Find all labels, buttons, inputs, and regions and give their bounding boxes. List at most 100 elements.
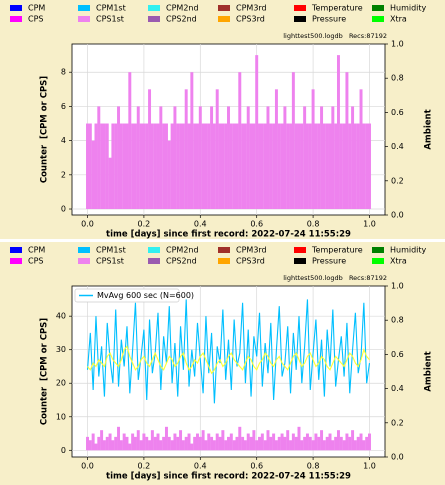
bar <box>159 106 163 210</box>
bar <box>229 123 233 210</box>
bar <box>356 436 360 451</box>
bar <box>297 426 301 451</box>
bar <box>131 123 135 210</box>
bar <box>114 123 118 210</box>
bar <box>215 89 219 210</box>
bar <box>300 123 304 210</box>
bar <box>235 436 239 451</box>
bar <box>322 123 326 210</box>
y2-axis-label: Ambient <box>424 351 434 391</box>
bar <box>119 123 123 210</box>
bar <box>320 106 324 210</box>
legend-label: CPM1st <box>96 246 126 255</box>
bar <box>102 123 106 210</box>
bar <box>148 89 152 210</box>
bar <box>156 123 160 210</box>
bar <box>196 433 199 451</box>
bar <box>249 436 253 451</box>
legend-swatch <box>148 247 160 253</box>
bar <box>131 433 135 451</box>
y-tick-label: 0 <box>61 446 66 455</box>
y-tick-label: 40 <box>56 312 66 321</box>
x-tick-label: 0.6 <box>250 462 263 471</box>
bar <box>125 123 129 210</box>
bar <box>224 440 228 451</box>
legend-label: Pressure <box>312 15 346 24</box>
bar <box>181 440 185 451</box>
legend-swatch <box>294 247 306 253</box>
legend-label: CPS3rd <box>236 257 265 266</box>
bar <box>94 123 98 210</box>
bar <box>317 436 321 451</box>
bar <box>221 123 225 210</box>
bar <box>325 123 329 210</box>
bar <box>246 433 250 451</box>
bar <box>303 106 307 210</box>
bar <box>258 123 261 210</box>
bar <box>345 433 349 451</box>
bar <box>97 106 101 210</box>
bar <box>331 106 335 210</box>
x-tick-label: 1.0 <box>363 462 376 471</box>
bar <box>289 440 293 451</box>
legend-swatch <box>218 16 230 22</box>
bar <box>342 123 346 210</box>
legend-swatch <box>78 5 90 11</box>
bar <box>308 436 312 451</box>
bar <box>263 440 267 451</box>
bar <box>260 433 264 451</box>
legend-swatch <box>372 5 384 11</box>
bar <box>210 436 214 451</box>
bar <box>125 436 129 451</box>
bar <box>283 106 287 210</box>
bar <box>114 436 118 451</box>
bar <box>308 123 312 210</box>
line <box>86 299 371 404</box>
bar <box>100 430 104 451</box>
bar <box>221 430 225 451</box>
bar <box>133 123 137 210</box>
bar <box>359 89 363 210</box>
bar <box>139 440 143 451</box>
bar <box>280 433 284 451</box>
legend-label: Pressure <box>312 257 346 266</box>
bar <box>339 436 343 451</box>
legend-swatch <box>148 258 160 264</box>
bar <box>204 440 208 451</box>
bar <box>170 123 174 210</box>
panel-separator <box>0 239 445 242</box>
bar <box>148 440 152 451</box>
x-tick-label: 0.2 <box>138 462 151 471</box>
bar <box>241 123 245 210</box>
bar <box>311 89 315 210</box>
bar <box>193 123 197 210</box>
legend-label: Xtra <box>390 15 407 24</box>
bar <box>272 123 276 210</box>
bar <box>142 433 146 451</box>
bar <box>320 430 324 451</box>
bar <box>303 436 307 451</box>
bar <box>294 123 298 210</box>
x-tick-label: 0.2 <box>138 220 151 229</box>
legend-swatch <box>10 5 22 11</box>
legend-label: Temperature <box>311 4 363 13</box>
bar <box>136 106 140 210</box>
legend-swatch <box>218 247 230 253</box>
bar <box>136 430 140 451</box>
x-tick-label: 1.0 <box>363 220 376 229</box>
bar <box>139 123 143 210</box>
x-tick-label: 0.8 <box>307 462 320 471</box>
y2-tick-label: 0.0 <box>391 211 404 220</box>
bar <box>365 436 369 451</box>
bar <box>269 436 273 451</box>
bar <box>94 443 98 451</box>
bar <box>336 55 340 210</box>
bar <box>207 123 211 210</box>
bar <box>159 440 163 451</box>
y-axis-label: Counter [CPM or CPS] <box>40 318 50 425</box>
legend-label: Humidity <box>390 246 427 255</box>
legend-swatch <box>148 16 160 22</box>
bar <box>266 106 270 210</box>
legend-label: CPM3rd <box>236 4 267 13</box>
bar <box>190 443 194 451</box>
